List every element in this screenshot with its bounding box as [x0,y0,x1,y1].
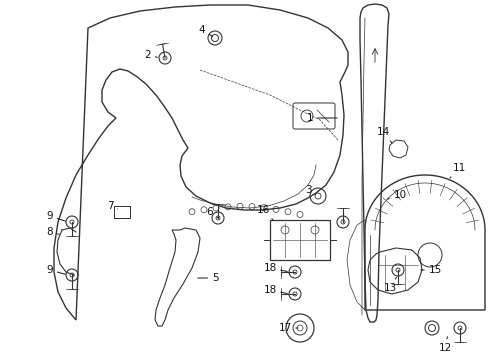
Bar [114,206,130,218]
Text: 1: 1 [307,113,337,123]
Text: 18: 18 [264,263,287,273]
Bar [270,220,330,260]
Text: 15: 15 [421,265,441,275]
Text: 16: 16 [256,205,273,220]
Text: 2: 2 [145,50,157,60]
Text: 17: 17 [278,323,298,333]
Text: 7: 7 [107,201,118,211]
Text: 5: 5 [198,273,219,283]
Text: 3: 3 [305,185,316,195]
Text: 10: 10 [388,190,407,200]
Bar [114,206,130,218]
Text: 11: 11 [450,163,465,178]
Text: 18: 18 [264,285,287,295]
Text: 12: 12 [439,337,452,353]
Text: 4: 4 [198,25,213,37]
Text: 9: 9 [47,211,65,221]
Text: 9: 9 [47,265,65,275]
Text: 6: 6 [207,207,218,218]
Text: 14: 14 [376,127,392,143]
Text: 8: 8 [47,227,59,237]
Text: 13: 13 [383,277,396,293]
